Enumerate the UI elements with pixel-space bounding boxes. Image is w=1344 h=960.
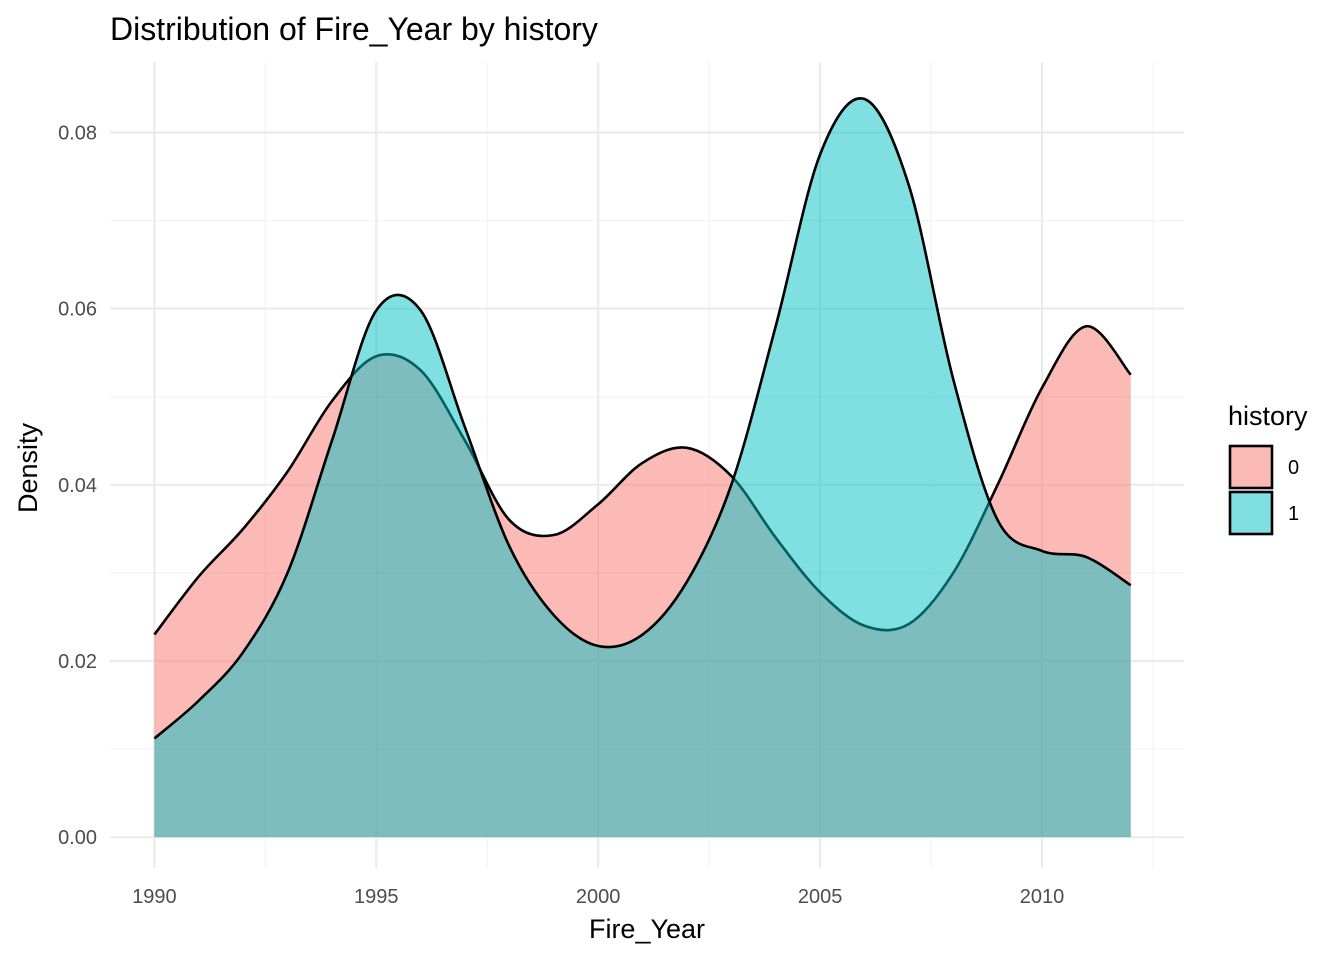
- legend-key-0: [1228, 444, 1274, 490]
- x-tick-label: 2005: [798, 886, 843, 908]
- x-tick-label: 2010: [1020, 886, 1065, 908]
- x-axis-ticks: 1990 1995 2000 2005 2010: [132, 886, 1064, 908]
- legend: history 0 1: [1228, 401, 1308, 536]
- y-axis-ticks: 0.00 0.02 0.04 0.06 0.08: [58, 122, 97, 849]
- chart-title: Distribution of Fire_Year by history: [110, 11, 598, 47]
- legend-title: history: [1228, 401, 1308, 431]
- density-area-1: [154, 98, 1131, 838]
- x-tick-label: 1995: [354, 886, 399, 908]
- y-tick-label: 0.08: [58, 122, 97, 144]
- legend-label-0: 0: [1288, 457, 1299, 479]
- x-axis-title: Fire_Year: [589, 914, 705, 944]
- y-tick-label: 0.00: [58, 827, 97, 849]
- density-series: [153, 96, 1132, 838]
- x-tick-label: 1990: [132, 886, 177, 908]
- y-tick-label: 0.04: [58, 475, 97, 497]
- y-axis-title: Density: [13, 422, 43, 513]
- y-tick-label: 0.06: [58, 299, 97, 321]
- legend-label-1: 1: [1288, 503, 1299, 525]
- density-line-1: [153, 96, 1132, 740]
- y-tick-label: 0.02: [58, 651, 97, 673]
- x-tick-label: 2000: [576, 886, 621, 908]
- legend-key-1: [1228, 490, 1274, 536]
